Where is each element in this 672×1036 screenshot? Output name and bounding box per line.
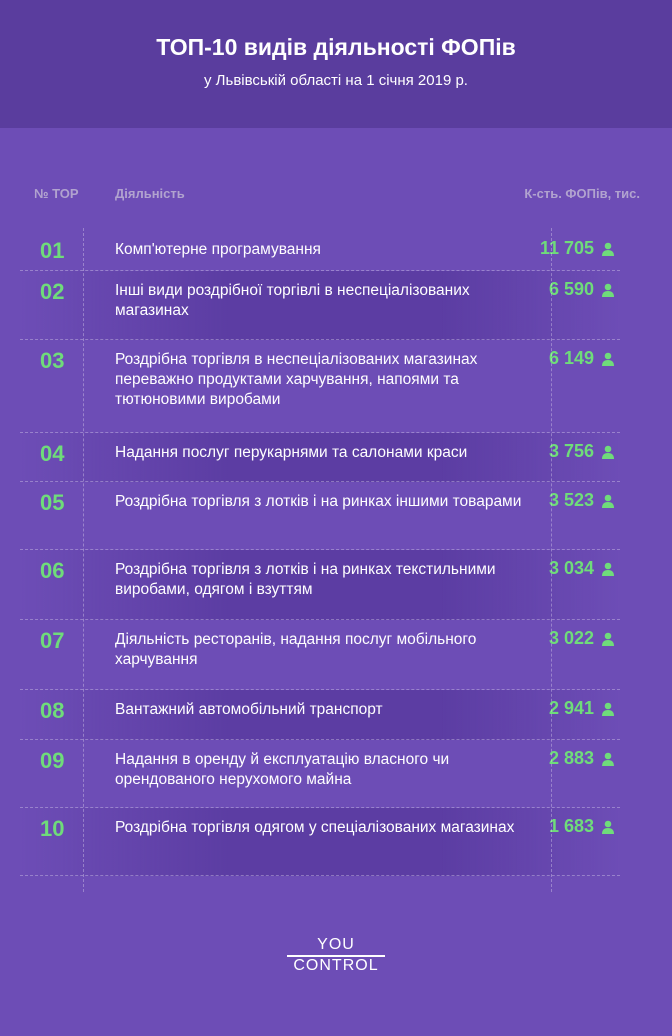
activity: Роздрібна торгівля в неспеціалізованих м… <box>115 351 478 408</box>
activity: Інші види роздрібної торгівлі в неспеціа… <box>115 282 470 319</box>
activity: Комп'ютерне програмування <box>115 241 321 258</box>
column-header-rank: № TOP <box>34 186 79 201</box>
activity: Роздрібна торгівля одягом у спеціалізова… <box>115 819 515 836</box>
rank: 06 <box>40 558 65 583</box>
rank: 03 <box>40 348 65 373</box>
table-row: 06 Роздрібна торгівля з лотків і на ринк… <box>20 550 620 620</box>
header: ТОП-10 видів діяльності ФОПів у Львівськ… <box>0 0 672 128</box>
count-value: 2 941 <box>548 698 594 718</box>
table-row: 09 Надання в оренду й експлуатацію власн… <box>20 740 620 808</box>
count-value: 6 149 <box>548 348 594 368</box>
table-row: 01 Комп'ютерне програмування 11 705 <box>20 230 620 271</box>
person-icon <box>602 632 614 646</box>
rank: 10 <box>40 816 65 841</box>
count-value: 11 705 <box>539 238 594 258</box>
table-row: 08 Вантажний автомобільний транспорт 2 9… <box>20 690 620 740</box>
count-value: 3 034 <box>548 558 594 578</box>
count-value: 2 883 <box>548 748 594 768</box>
rank: 02 <box>40 279 65 304</box>
activity: Надання послуг перукарнями та салонами к… <box>115 444 468 461</box>
count-value: 3 022 <box>548 628 594 648</box>
count-value: 1 683 <box>548 816 594 836</box>
person-icon <box>602 494 614 508</box>
count-value: 3 756 <box>548 441 594 461</box>
activity: Роздрібна торгівля з лотків і на ринках … <box>115 493 522 510</box>
rank: 09 <box>40 748 65 773</box>
rank: 07 <box>40 628 65 653</box>
count-value: 3 523 <box>548 490 594 510</box>
person-icon <box>602 283 614 297</box>
activity: Надання в оренду й експлуатацію власного… <box>115 751 450 788</box>
person-icon <box>602 352 614 366</box>
rank: 08 <box>40 698 65 723</box>
page-subtitle: у Львівській області на 1 січня 2019 р. <box>204 72 468 89</box>
activity: Діяльність ресторанів, надання послуг мо… <box>115 631 477 668</box>
table-row: 02 Інші види роздрібної торгівлі в неспе… <box>20 271 620 340</box>
activity: Вантажний автомобільний транспорт <box>115 701 383 718</box>
activity: Роздрібна торгівля з лотків і на ринках … <box>115 561 496 598</box>
person-icon <box>602 242 614 256</box>
column-header-activity: Діяльність <box>115 186 185 201</box>
count-value: 6 590 <box>548 279 594 299</box>
rank: 01 <box>40 238 65 263</box>
person-icon <box>602 445 614 459</box>
person-icon <box>602 820 614 834</box>
person-icon <box>602 562 614 576</box>
table-row: 05 Роздрібна торгівля з лотків і на ринк… <box>20 482 620 550</box>
rank: 04 <box>40 441 65 466</box>
youcontrol-logo: YOU CONTROL <box>287 936 385 975</box>
column-header-count: К-сть. ФОПів, тис. <box>524 186 640 201</box>
person-icon <box>602 702 614 716</box>
divider <box>551 228 552 892</box>
rank: 05 <box>40 490 65 515</box>
person-icon <box>602 752 614 766</box>
table-row: 10 Роздрібна торгівля одягом у спеціаліз… <box>20 808 620 876</box>
table-row: 07 Діяльність ресторанів, надання послуг… <box>20 620 620 690</box>
page-title: ТОП-10 видів діяльності ФОПів <box>156 34 516 60</box>
table-row: 04 Надання послуг перукарнями та салонам… <box>20 433 620 482</box>
divider <box>83 228 84 892</box>
table-row: 03 Роздрібна торгівля в неспеціалізовани… <box>20 340 620 433</box>
